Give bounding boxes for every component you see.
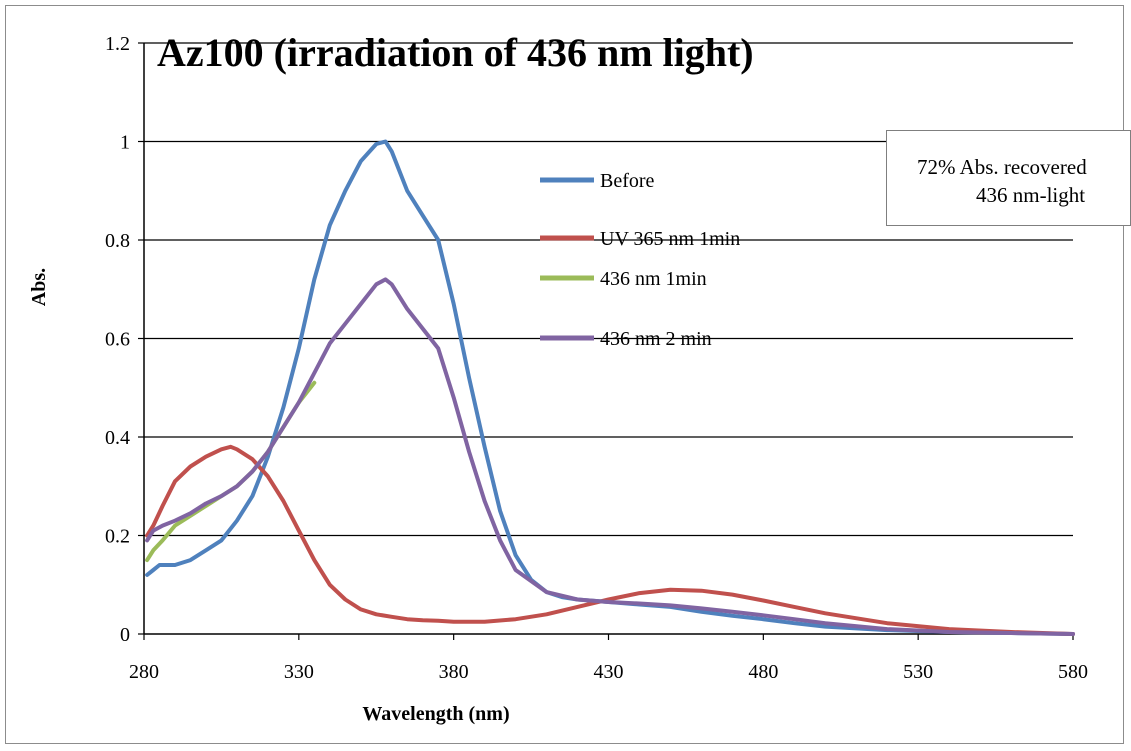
y-tick-label: 0.4 [105, 427, 130, 449]
series-line-436-nm-1min [145, 380, 317, 563]
annotation-box: 72% Abs. recovered 436 nm-light [886, 130, 1131, 226]
chart-title: Az100 (irradiation of 436 nm light) [157, 30, 754, 75]
legend-label: 436 nm 2 min [600, 328, 712, 350]
series-line-before [145, 139, 1075, 636]
y-tick-label: 0.6 [105, 329, 130, 351]
series-line-436-nm-2-min [145, 277, 1075, 636]
x-tick-label: 280 [129, 661, 159, 683]
y-tick-label: 0.8 [105, 230, 130, 252]
legend-label: 436 nm 1min [600, 268, 707, 290]
y-tick-label: 0.2 [105, 526, 130, 548]
x-tick-label: 480 [748, 661, 778, 683]
chart-area [5, 5, 1124, 744]
axes [138, 42, 1074, 640]
y-tick-label: 1 [120, 132, 130, 154]
tick-labels: 0 0.2 0.4 0.6 0.8 1 1.2 280 330 380 430 480 530 580 [105, 33, 1088, 683]
x-tick-label: 580 [1058, 661, 1088, 683]
annotation-line-2: 436 nm-light [976, 183, 1086, 207]
series-line-uv-365-nm-1min [145, 444, 1075, 636]
legend: Before UV 365 nm 1min 436 nm 1min 436 nm 2 … [540, 170, 740, 350]
x-tick-label: 330 [284, 661, 314, 683]
y-axis-title: Abs. [28, 268, 50, 306]
legend-label: Before [600, 170, 655, 192]
x-axis-title: Wavelength (nm) [362, 703, 509, 725]
x-tick-label: 380 [439, 661, 469, 683]
y-tick-label: 1.2 [105, 33, 130, 55]
gridlines [144, 42, 1073, 537]
series-lines [145, 139, 1075, 636]
legend-label: UV 365 nm 1min [600, 228, 740, 250]
x-tick-label: 530 [903, 661, 933, 683]
x-tick-label: 430 [594, 661, 624, 683]
annotation-line-1: 72% Abs. recovered [917, 155, 1087, 179]
y-tick-label: 0 [120, 624, 130, 646]
